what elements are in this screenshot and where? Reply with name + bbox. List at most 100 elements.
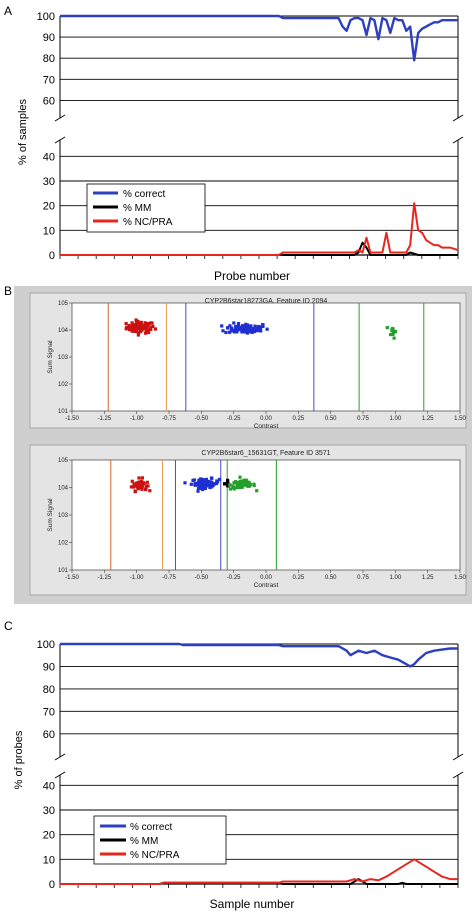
scatter-2-point-green	[238, 484, 242, 488]
scatter-1-point-red	[144, 329, 148, 333]
scatter-2-point-green	[235, 485, 239, 489]
scatter-1-point-blue	[229, 329, 233, 333]
scatter-1-point-red	[131, 326, 135, 330]
scatter-1-xtick-label-9: 0.75	[357, 416, 369, 422]
scatter-1-xtick-label-7: 0.25	[292, 416, 304, 422]
scatter-1-ytick-label-3: 104	[58, 328, 69, 334]
scatter-1-xtick-label-4: -0.50	[194, 416, 208, 422]
scatter-2-ylabel: Sum Signal	[47, 498, 54, 532]
panel-a-ytick-lower-1: 10	[43, 225, 55, 237]
scatter-1-point-blue	[221, 329, 225, 333]
scatter-2-point-red	[148, 489, 152, 493]
scatter-1-point-red	[130, 321, 134, 325]
panel-b-letter: B	[4, 284, 12, 298]
scatter-2-point-blue	[191, 478, 195, 482]
scatter-1-point-red	[145, 324, 149, 328]
scatter-1-point-red	[136, 324, 140, 328]
panel-c-ytick-lower-1: 10	[43, 854, 55, 866]
scatter-2-plot-area	[71, 459, 461, 571]
scatter-1-ytick-label-4: 105	[58, 301, 69, 307]
panel-c-chart: 60 70 80 90 100 0 10 20 30 40	[37, 639, 464, 891]
scatter-1-point-blue	[220, 324, 224, 328]
panel-c-series-ncpra	[60, 858, 458, 885]
scatter-2-point-blue	[204, 484, 208, 488]
scatter-1-point-red	[124, 322, 128, 326]
scatter-2-point-green	[240, 484, 244, 488]
scatter-1-point-red	[127, 326, 131, 330]
scatter-2-point-green	[238, 475, 242, 479]
scatter-1-point-red	[138, 321, 142, 326]
panel-a-series-ncpra	[60, 202, 459, 256]
panel-c-break-mark-bot-0	[54, 771, 66, 779]
scatter-2-point-blue	[200, 480, 204, 484]
scatter-2-ytick-label-3: 104	[58, 486, 69, 492]
scatter-2-point-green	[248, 482, 252, 486]
scatter-2-point-blue	[203, 486, 207, 491]
scatter-2-point-red	[140, 485, 144, 489]
panel-a-series-mm	[60, 241, 458, 256]
scatter-2-point-red	[137, 485, 141, 489]
scatter-1-point-blue	[236, 322, 241, 326]
scatter-1-xtick-label-10: 1.00	[389, 416, 401, 422]
scatter-2-point-blue	[205, 482, 209, 486]
scatter-2-point-green	[228, 487, 232, 491]
scatter-2-point-green	[228, 483, 232, 487]
scatter-2-point-black	[225, 482, 229, 486]
panel-c-break-mark-top-0	[54, 753, 66, 761]
panel-c-ytick-upper-4: 100	[37, 639, 55, 651]
scatter-1-point-blue	[238, 328, 242, 332]
scatter-1-point-blue	[228, 324, 232, 328]
panel-a-ylabel: % of samples	[17, 98, 29, 165]
panel-c-ylabel: % of probes	[13, 730, 25, 789]
scatter-1-point-red	[138, 330, 143, 334]
scatter-2-point-blue	[210, 485, 214, 489]
scatter-2-xtick-label-12: 1.50	[454, 575, 466, 581]
panel-c-legend-correct: % correct	[130, 822, 172, 833]
panel-c-letter: C	[4, 619, 13, 633]
scatter-2-point-blue	[204, 477, 208, 481]
scatter-2-xtick-label-9: 0.75	[357, 575, 369, 581]
scatter-1-point-blue	[226, 326, 230, 330]
scatter-1-plot-area	[71, 302, 461, 412]
scatter-1-point-blue	[256, 327, 260, 332]
scatter-2-point-green	[242, 480, 246, 484]
scatter-2-point-green	[232, 481, 236, 485]
scatter-2-ytick-label-1: 102	[58, 541, 69, 547]
scatter-2-point-red	[129, 485, 133, 489]
scatter-1-xtick-label-11: 1.25	[422, 416, 434, 422]
panel-c-legend: % correct % MM % NC/PRA	[93, 815, 227, 865]
scatter-1-point-red	[128, 328, 132, 332]
panel-a-series-correct	[60, 14, 458, 62]
scatter-2-point-red	[139, 485, 143, 490]
scatter-1-point-blue	[232, 330, 237, 334]
scatter-1-point-blue	[244, 322, 248, 326]
scatter-2-point-green	[237, 482, 241, 486]
scatter-1-xtick-label-12: 1.50	[454, 416, 466, 422]
panel-a-break-mark-top-1	[452, 114, 464, 122]
panel-c-xlabel: Sample number	[210, 897, 295, 911]
scatter-1-ytick-label-1: 102	[58, 382, 69, 388]
panel-a-ytick-upper-1: 70	[43, 74, 55, 86]
scatter-1-point-blue	[246, 329, 250, 334]
panel-c-ytick-lower-3: 30	[43, 805, 55, 817]
scatter-2-point-blue	[197, 482, 202, 486]
scatter-1-point-red	[127, 324, 131, 328]
scatter-2-point-blue	[196, 486, 201, 490]
scatter-2-xtick-label-0: -1.50	[65, 575, 79, 581]
scatter-2-point-green	[245, 478, 249, 482]
scatter-1-ylabel: Sum Signal	[47, 340, 54, 374]
scatter-1-point-red	[149, 325, 153, 330]
scatter-1-point-green	[385, 326, 389, 330]
panel-a-ytick-upper-2: 80	[43, 53, 55, 65]
scatter-1-point-blue	[250, 330, 254, 334]
panel-c-ytick-lower-4: 40	[43, 780, 55, 792]
panel-c-break-mark-bot-1	[452, 771, 464, 779]
scatter-1-point-blue	[245, 323, 250, 327]
panel-c-ytick-upper-2: 80	[43, 684, 55, 696]
scatter-1-point-blue	[224, 330, 228, 335]
scatter-1-point-red	[145, 326, 149, 330]
panel-a-legend-mm: % MM	[123, 203, 151, 214]
panel-a-legend-correct: % correct	[123, 189, 165, 200]
panel-a-letter: A	[4, 4, 12, 18]
